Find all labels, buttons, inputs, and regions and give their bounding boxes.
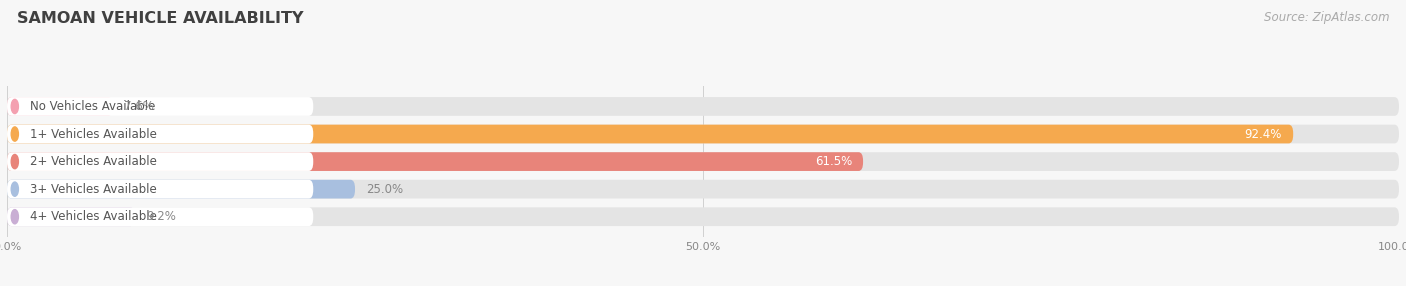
FancyBboxPatch shape <box>7 180 314 198</box>
FancyBboxPatch shape <box>7 207 1399 226</box>
FancyBboxPatch shape <box>7 125 1294 143</box>
FancyBboxPatch shape <box>7 180 354 198</box>
FancyBboxPatch shape <box>7 180 1399 198</box>
FancyBboxPatch shape <box>7 97 314 116</box>
FancyBboxPatch shape <box>7 207 314 226</box>
Text: 92.4%: 92.4% <box>1244 128 1282 140</box>
Text: 1+ Vehicles Available: 1+ Vehicles Available <box>30 128 156 140</box>
FancyBboxPatch shape <box>7 125 1399 143</box>
Text: Source: ZipAtlas.com: Source: ZipAtlas.com <box>1264 11 1389 24</box>
FancyBboxPatch shape <box>7 152 863 171</box>
Text: 3+ Vehicles Available: 3+ Vehicles Available <box>30 183 156 196</box>
FancyBboxPatch shape <box>7 152 1399 171</box>
FancyBboxPatch shape <box>7 152 314 171</box>
Text: No Vehicles Available: No Vehicles Available <box>30 100 155 113</box>
Text: 25.0%: 25.0% <box>366 183 404 196</box>
Circle shape <box>11 210 18 224</box>
Text: 61.5%: 61.5% <box>814 155 852 168</box>
Circle shape <box>11 154 18 169</box>
FancyBboxPatch shape <box>7 125 314 143</box>
FancyBboxPatch shape <box>7 97 112 116</box>
Text: 9.2%: 9.2% <box>146 210 176 223</box>
Text: 4+ Vehicles Available: 4+ Vehicles Available <box>30 210 156 223</box>
Text: SAMOAN VEHICLE AVAILABILITY: SAMOAN VEHICLE AVAILABILITY <box>17 11 304 26</box>
Circle shape <box>11 99 18 114</box>
Circle shape <box>11 127 18 141</box>
FancyBboxPatch shape <box>7 207 135 226</box>
Text: 7.6%: 7.6% <box>124 100 153 113</box>
Text: 2+ Vehicles Available: 2+ Vehicles Available <box>30 155 156 168</box>
FancyBboxPatch shape <box>7 97 1399 116</box>
Circle shape <box>11 182 18 196</box>
